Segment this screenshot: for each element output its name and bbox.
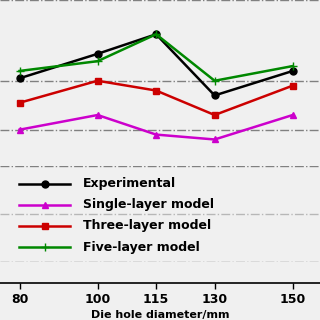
Text: Five-layer model: Five-layer model bbox=[83, 241, 200, 253]
Text: Die hole diameter/mm: Die hole diameter/mm bbox=[91, 310, 229, 320]
Text: Three-layer model: Three-layer model bbox=[83, 220, 211, 232]
Text: Experimental: Experimental bbox=[83, 177, 176, 190]
Text: Single-layer model: Single-layer model bbox=[83, 198, 214, 211]
